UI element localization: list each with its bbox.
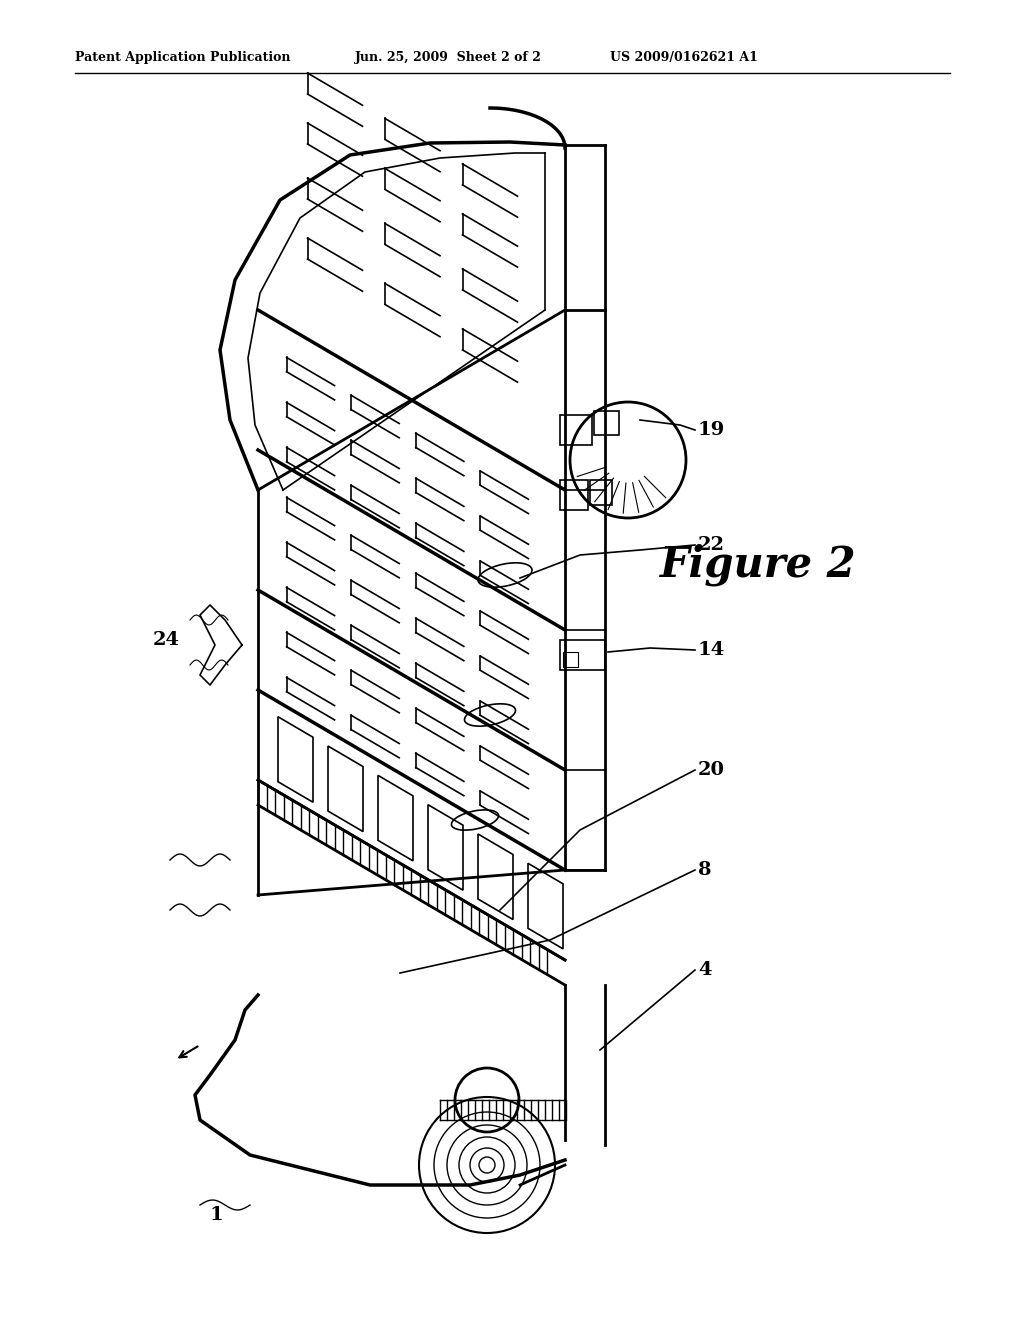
Text: Jun. 25, 2009  Sheet 2 of 2: Jun. 25, 2009 Sheet 2 of 2 [355,50,542,63]
Text: 24: 24 [153,631,180,649]
Text: 20: 20 [698,762,725,779]
Text: 22: 22 [698,536,725,554]
Text: 1: 1 [210,1206,224,1224]
Text: 14: 14 [698,642,725,659]
Text: Figure 2: Figure 2 [660,544,857,586]
Bar [563,652,578,667]
Text: 8: 8 [698,861,712,879]
Bar [594,411,618,436]
Text: 19: 19 [698,421,725,440]
Text: US 2009/0162621 A1: US 2009/0162621 A1 [610,50,758,63]
Bar [560,640,605,671]
Text: Patent Application Publication: Patent Application Publication [75,50,291,63]
Bar [560,480,588,510]
Bar [590,480,612,506]
Text: 4: 4 [698,961,712,979]
Bar [560,414,592,445]
